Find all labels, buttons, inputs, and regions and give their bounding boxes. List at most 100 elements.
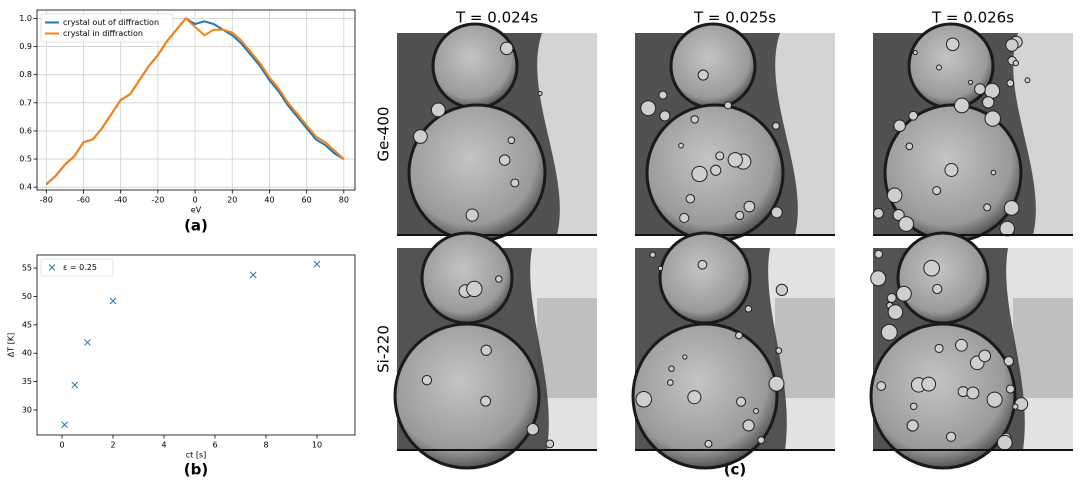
x-tick-label: 80	[339, 196, 349, 205]
small-bubble	[966, 386, 980, 400]
legend-swatch	[48, 264, 56, 271]
image-tile	[631, 231, 835, 470]
bubble	[896, 231, 990, 325]
small-bubble	[691, 165, 708, 183]
small-bubble	[659, 110, 671, 122]
small-bubble	[635, 391, 653, 408]
row-label: Ge-400	[375, 107, 393, 162]
small-bubble	[679, 212, 690, 224]
image-tile	[397, 22, 597, 243]
x-axis-label: ct [s]	[186, 451, 207, 460]
x-tick-label: 4	[161, 441, 166, 450]
y-tick-label: 0.5	[19, 155, 32, 164]
column-title: T = 0.024s	[455, 9, 538, 27]
small-bubble	[510, 178, 520, 188]
small-bubble	[727, 152, 743, 168]
small-bubble	[678, 142, 684, 149]
small-bubble	[736, 396, 747, 407]
small-bubble	[682, 354, 688, 360]
small-bubble	[430, 102, 446, 118]
small-bubble	[735, 331, 743, 340]
small-bubble	[945, 431, 957, 442]
scatter-point	[61, 421, 68, 429]
small-bubble	[908, 110, 919, 121]
y-axis-label: ΔT [K]	[7, 333, 16, 357]
scatter-point	[249, 271, 257, 279]
bubble	[407, 103, 547, 243]
small-bubble	[507, 136, 516, 145]
small-bubble	[1003, 356, 1014, 367]
small-bubble	[775, 347, 783, 355]
row-label: Si-220	[375, 325, 393, 373]
small-bubble	[1003, 200, 1020, 216]
small-bubble	[724, 101, 733, 110]
small-bubble	[668, 365, 675, 372]
beam-band	[537, 298, 597, 398]
small-bubble	[640, 100, 657, 117]
small-bubble	[710, 164, 722, 176]
small-bubble	[955, 338, 968, 352]
x-tick-label: 20	[227, 196, 237, 205]
small-bubble	[906, 419, 919, 432]
small-bubble	[936, 64, 942, 71]
small-bubble	[880, 323, 898, 341]
small-bubble	[757, 436, 766, 444]
x-axis-label: eV	[191, 206, 202, 215]
scatter-point	[313, 260, 321, 268]
small-bubble	[537, 91, 543, 97]
column-title: T = 0.025s	[693, 9, 776, 27]
small-bubble	[1012, 403, 1019, 410]
small-bubble	[923, 259, 941, 277]
x-tick-label: 40	[264, 196, 274, 205]
y-tick-label: 40	[22, 349, 32, 358]
small-bubble	[667, 379, 674, 386]
legend-box	[40, 13, 174, 43]
small-bubble	[974, 83, 986, 96]
bubble	[431, 22, 519, 110]
y-tick-label: 35	[22, 377, 32, 386]
small-bubble	[932, 186, 942, 196]
image-tile	[393, 231, 597, 470]
small-bubble	[1005, 384, 1015, 394]
small-bubble	[968, 79, 974, 85]
small-bubble	[697, 69, 709, 81]
small-bubble	[876, 381, 887, 391]
x-tick-label: -60	[77, 196, 90, 205]
small-bubble	[932, 283, 943, 295]
small-bubble	[921, 376, 937, 392]
small-bubble	[545, 439, 555, 449]
small-bubble	[990, 169, 997, 176]
x-tick-label: -20	[151, 196, 164, 205]
small-bubble	[413, 129, 428, 144]
small-bubble	[752, 408, 759, 414]
small-bubble	[772, 122, 780, 130]
small-bubble	[886, 292, 897, 303]
small-bubble	[986, 391, 1003, 408]
small-bubble	[743, 200, 756, 213]
small-bubble	[657, 265, 664, 272]
bubble	[658, 231, 752, 325]
small-bubble	[526, 423, 540, 436]
y-tick-label: 50	[22, 292, 32, 301]
small-bubble	[898, 216, 915, 232]
bubble	[631, 322, 779, 470]
image-tile	[869, 231, 1073, 470]
caption: (a)	[184, 217, 208, 235]
y-tick-label: 0.7	[19, 98, 32, 107]
bubble	[393, 322, 541, 470]
small-bubble	[873, 207, 884, 219]
small-bubble	[770, 206, 783, 219]
scatter-point	[109, 297, 117, 305]
x-tick-label: 0	[59, 441, 64, 450]
small-bubble	[984, 110, 1001, 127]
x-tick-label: 2	[110, 441, 115, 450]
x-tick-label: 0	[193, 196, 198, 205]
small-bubble	[953, 97, 970, 114]
small-bubble	[983, 203, 992, 212]
small-bubble	[1024, 77, 1031, 84]
small-bubble	[1006, 79, 1015, 88]
scatter-point	[84, 339, 91, 346]
small-bubble	[945, 37, 960, 52]
bubble	[669, 22, 757, 110]
